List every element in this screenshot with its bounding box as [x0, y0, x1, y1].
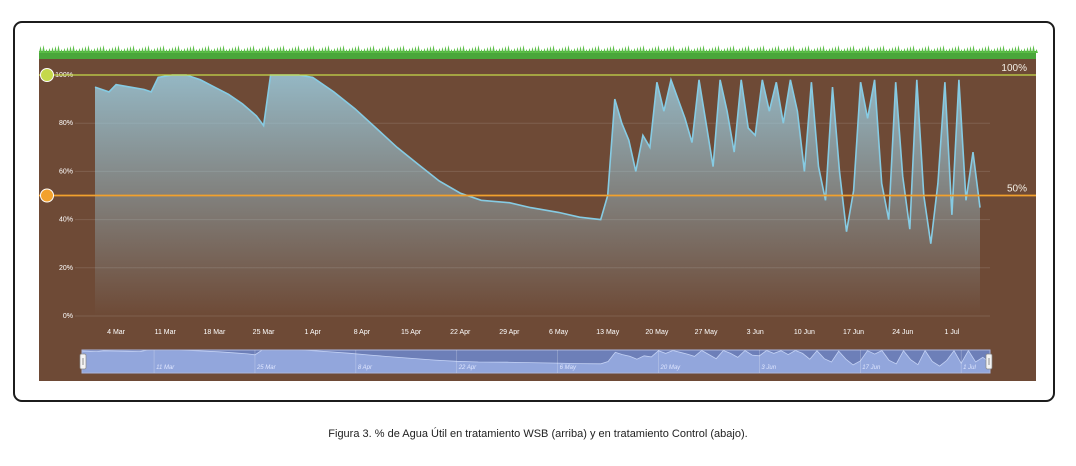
chart-svg: 0% 20% 40% 60% 80% 100% 4 Mar 11 Mar 18 Mar 25 M…	[39, 45, 1038, 381]
grass-blades	[39, 45, 1038, 53]
x-tick-label: 22 Apr	[450, 329, 471, 336]
circle-handle-icon[interactable]	[40, 68, 54, 82]
y-tick-label: 0%	[63, 313, 73, 320]
x-tick-label: 17 Jun	[843, 329, 864, 336]
figure-caption: Figura 3. % de Agua Útil en tratamiento …	[328, 428, 748, 440]
grass-strip	[39, 45, 1038, 59]
series-line	[94, 74, 981, 244]
x-tick-label: 24 Jun	[892, 329, 913, 336]
y-tick-label: 40%	[59, 217, 73, 224]
navigator-label: 11 Mar	[156, 365, 175, 371]
x-tick-label: 18 Mar	[204, 329, 226, 336]
y-tick-label: 20%	[59, 265, 73, 272]
x-tick-label: 1 Jul	[945, 329, 960, 336]
grip-handle-icon[interactable]	[985, 353, 993, 370]
x-tick-label: 25 Mar	[253, 329, 275, 336]
navigator-label: 8 Apr	[358, 365, 373, 371]
x-tick-label: 8 Apr	[354, 329, 371, 336]
navigator-label: 17 Jun	[862, 365, 881, 371]
navigator-label: 6 May	[560, 365, 577, 371]
series-area	[95, 75, 980, 316]
y-tick-label: 80%	[59, 120, 73, 127]
reference-lines[interactable]: 100% 50%	[39, 63, 1036, 203]
reference-line-label: 100%	[1001, 63, 1027, 74]
x-tick-label: 3 Jun	[747, 329, 764, 336]
navigator-label: 20 May	[660, 365, 682, 371]
x-axis-ticks: 4 Mar 11 Mar 18 Mar 25 Mar 1 Apr 8 Apr 15 Apr 2…	[107, 329, 960, 336]
grip-handle-icon[interactable]	[79, 353, 87, 370]
x-tick-label: 4 Mar	[107, 329, 126, 336]
navigator[interactable]: 11 Mar 25 Mar 8 Apr 22 Apr 6 May 20 May 3 Jun 1…	[79, 349, 993, 374]
x-tick-label: 27 May	[695, 329, 718, 336]
reference-line-label: 50%	[1007, 184, 1027, 195]
navigator-series	[81, 349, 991, 374]
x-tick-label: 1 Apr	[305, 329, 322, 336]
y-tick-label: 60%	[59, 168, 73, 175]
x-tick-label: 20 May	[645, 329, 668, 336]
x-tick-label: 6 May	[549, 329, 569, 336]
x-tick-label: 29 Apr	[499, 329, 520, 336]
circle-handle-icon[interactable]	[40, 188, 54, 203]
grass-base	[39, 51, 1036, 59]
navigator-label: 22 Apr	[458, 365, 477, 371]
x-tick-label: 15 Apr	[401, 329, 422, 336]
x-tick-label: 13 May	[596, 329, 619, 336]
chart-frame: 0% 20% 40% 60% 80% 100% 4 Mar 11 Mar 18 Mar 25 M…	[13, 21, 1055, 402]
x-tick-label: 10 Jun	[794, 329, 815, 336]
x-tick-label: 11 Mar	[155, 329, 177, 336]
navigator-label: 3 Jun	[761, 365, 776, 371]
navigator-label: 1 Jul	[963, 365, 976, 371]
navigator-label: 25 Mar	[256, 365, 277, 371]
